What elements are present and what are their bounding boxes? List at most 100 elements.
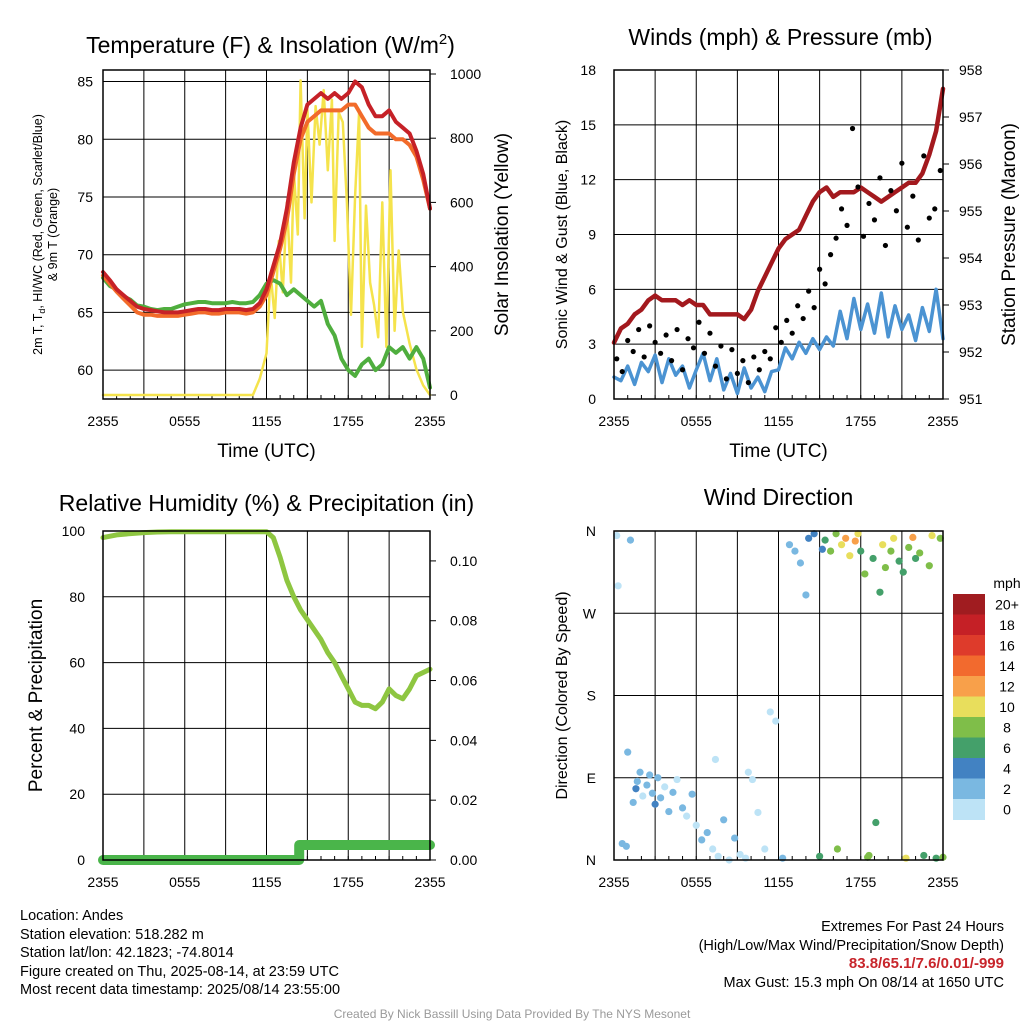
y-tick-label-left: 65 — [77, 304, 93, 320]
y-axis-label-left: Sonic Wind & Gust (Blue, Black) — [554, 120, 571, 349]
direction-point — [636, 768, 644, 776]
gust-point — [926, 215, 932, 221]
panel-title: Winds (mph) & Pressure (mb) — [628, 24, 932, 50]
direction-point — [744, 768, 752, 776]
gust-point — [668, 358, 675, 364]
gust-point — [860, 233, 867, 239]
y-tick-label-right: 800 — [450, 130, 474, 146]
y-tick-label-left: 85 — [77, 74, 93, 90]
y-tick-label-left: 75 — [77, 189, 93, 205]
direction-point — [925, 562, 933, 570]
wind-speed-line — [612, 287, 945, 396]
direction-point — [879, 541, 887, 549]
y-axis-label-left-line1: 2m T, Td, HI/WC (Red, Green, Scarlet/Blu… — [31, 114, 47, 355]
gust-point — [718, 343, 724, 349]
direction-point — [731, 834, 739, 842]
direction-point — [826, 547, 835, 555]
gust-point — [762, 348, 768, 355]
direction-point — [703, 828, 711, 837]
direction-point — [851, 537, 859, 545]
colorbar: mph 20+ 18 16 14 12 10 8 6 4 2 0 — [953, 575, 1021, 820]
y-tick-label-right: 0.10 — [450, 553, 477, 569]
y-tick-label-right: 1000 — [450, 66, 481, 82]
colorbar-label: 14 — [999, 658, 1015, 674]
y-tick-label-right: 954 — [959, 250, 983, 266]
gust-point — [729, 347, 735, 353]
y-tick-label-right: 957 — [959, 109, 983, 125]
x-tick-label: 2355 — [598, 874, 629, 890]
title-main: Temperature (F) & Insolation (W/m — [86, 32, 439, 58]
y-tick-label-left: 9 — [588, 227, 596, 243]
pressure-line — [611, 86, 946, 345]
x-tick-label: 0555 — [681, 874, 712, 890]
x-tick-label: 2355 — [87, 874, 118, 890]
y-tick-label-left: 3 — [588, 336, 596, 352]
y-tick-label-left: E — [587, 770, 596, 786]
y-tick-label-right: 0 — [450, 387, 458, 403]
colorbar-swatch — [953, 717, 985, 738]
extremes-values: 83.8/65.1/7.6/0.01/-999 — [848, 955, 1004, 973]
recent-data-text: Most recent data timestamp: 2025/08/14 2… — [20, 982, 341, 999]
gust-point — [910, 193, 916, 199]
y-tick-label-left: 100 — [62, 523, 86, 539]
gust-point — [822, 281, 828, 287]
direction-point — [766, 708, 774, 716]
y-tick-label-left: N — [586, 852, 596, 868]
direction-point — [846, 552, 854, 560]
direction-point — [678, 804, 687, 812]
direction-point — [665, 807, 673, 816]
extremes-description: (High/Low/Max Wind/Precipitation/Snow De… — [698, 937, 1004, 954]
gust-point — [844, 222, 850, 228]
y-tick-label-left: 15 — [580, 117, 596, 133]
y-tick-label-left: W — [583, 605, 597, 621]
gust-point — [751, 354, 757, 360]
x-tick-label: 2355 — [927, 874, 958, 890]
winds-panel: 2355 0555 1155 1755 235503691215189519529539… — [554, 24, 1020, 462]
y-axis-label-right: Solar Insolation (Yellow) — [492, 133, 513, 336]
y-tick-label-left: 60 — [69, 655, 85, 671]
x-tick-label: 1155 — [763, 413, 793, 429]
y-tick-label-right: 0.04 — [450, 732, 477, 748]
gust-point — [833, 235, 839, 241]
y-axis-label-left-line2: & 9m T (Orange) — [46, 188, 60, 281]
x-tick-label: 2355 — [927, 413, 958, 429]
y-tick-label-right: 200 — [450, 323, 474, 339]
y-tick-label-right: 400 — [450, 259, 474, 275]
direction-point — [624, 748, 632, 756]
gust-point — [882, 242, 889, 249]
extremes-title: Extremes For Past 24 Hours — [821, 919, 1004, 935]
direction-point — [714, 852, 722, 860]
y-tick-label-left: 0 — [588, 391, 596, 407]
direction-point — [698, 836, 706, 844]
direction-point — [909, 533, 917, 541]
y-tick-label-left: 12 — [580, 172, 596, 188]
y-tick-label-left: 18 — [580, 62, 596, 78]
gust-point — [712, 363, 719, 369]
gust-point — [888, 188, 894, 194]
direction-point — [688, 790, 696, 798]
elevation-text: Station elevation: 518.282 m — [20, 926, 204, 943]
direction-point — [861, 570, 869, 578]
gust-point — [866, 200, 872, 207]
colorbar-label: 12 — [999, 678, 1015, 694]
direction-point — [802, 591, 810, 599]
panel-title: Temperature (F) & Insolation (W/m2) — [86, 31, 455, 58]
x-tick-label: 1755 — [845, 413, 876, 429]
direction-point — [785, 541, 794, 549]
created-text: Figure created on Thu, 2025-08-14, at 23… — [20, 963, 339, 980]
plot-border — [102, 69, 431, 400]
gust-point — [904, 224, 910, 230]
x-axis-label: Time (UTC) — [217, 441, 316, 462]
gust-point — [641, 354, 647, 360]
x-axis-label: Time (UTC) — [729, 441, 828, 462]
direction-point — [643, 781, 651, 789]
y-tick-label-right: 0.06 — [450, 673, 477, 689]
y-axis-label-right: Station Pressure (Maroon) — [999, 123, 1020, 346]
direction-point — [614, 582, 622, 590]
direction-point — [895, 557, 903, 565]
colorbar-swatch — [953, 696, 985, 718]
direction-point — [654, 774, 662, 782]
colorbar-label: 16 — [999, 637, 1015, 653]
direction-point — [683, 812, 691, 820]
